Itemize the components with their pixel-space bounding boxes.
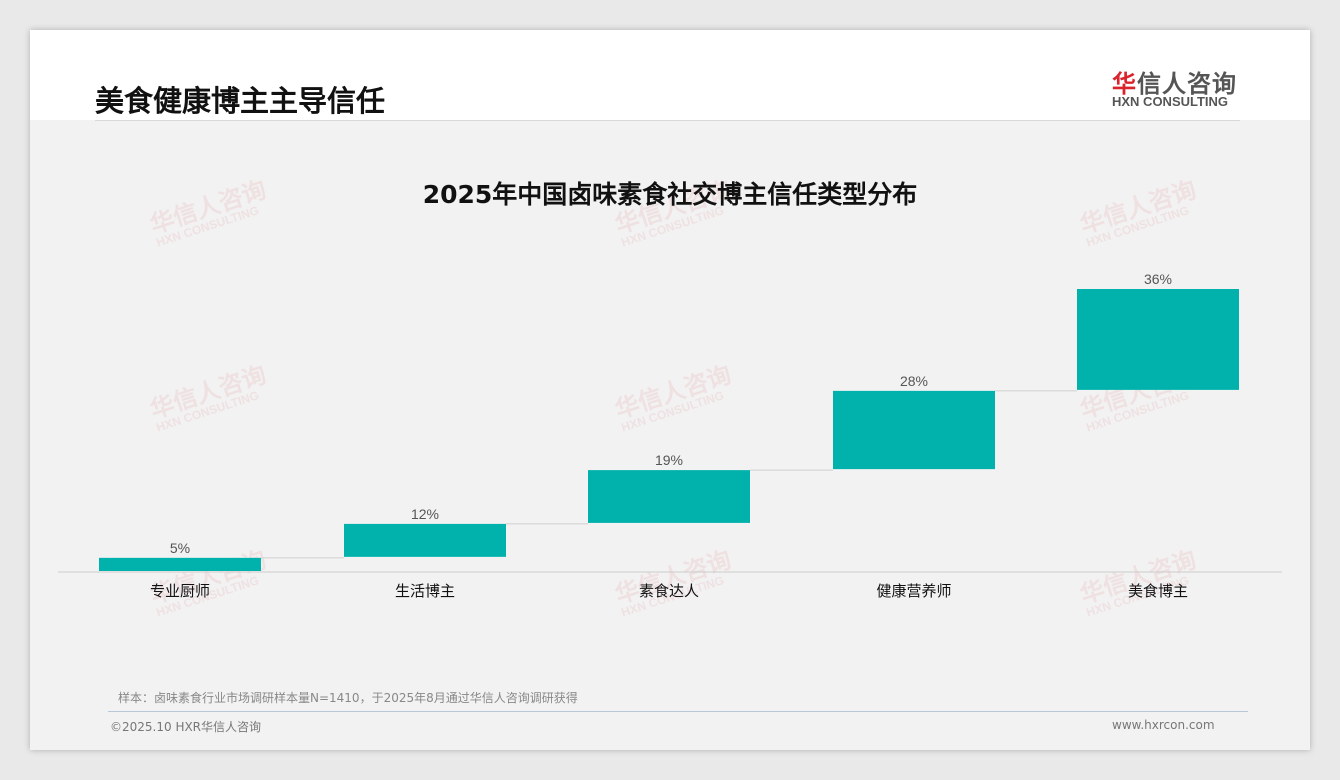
category-label: 专业厨师 (150, 582, 210, 600)
bar (344, 523, 506, 557)
category-label: 美食博主 (1128, 582, 1188, 600)
bar (833, 390, 995, 470)
website: www.hxrcon.com (1112, 718, 1215, 732)
data-label: 36% (1144, 271, 1172, 287)
chart-title: 2025年中国卤味素食社交博主信任类型分布 (422, 180, 918, 209)
bar (1077, 289, 1239, 390)
slide: 美食健康博主主导信任 华信人咨询 HXN CONSULTING (30, 30, 1310, 750)
data-label: 28% (900, 373, 928, 389)
logo: 华信人咨询 (1112, 70, 1237, 98)
data-label: 5% (170, 540, 190, 556)
copyright: ©2025.10 HXR华信人咨询 (110, 720, 262, 734)
category-label: 生活博主 (395, 582, 455, 600)
divider (95, 120, 1240, 121)
data-label: 12% (411, 506, 439, 522)
data-label: 19% (655, 452, 683, 468)
header (30, 30, 1310, 120)
sample-note: 样本：卤味素食行业市场调研样本量N=1410，于2025年8月通过华信人咨询调研… (118, 691, 578, 705)
bar (99, 557, 261, 571)
bar (588, 470, 750, 523)
logo-en: HXN CONSULTING (1112, 94, 1229, 109)
page-title: 美食健康博主主导信任 (95, 84, 386, 118)
category-label: 健康营养师 (876, 582, 951, 600)
footer-divider (108, 711, 1248, 712)
category-label: 素食达人 (639, 582, 699, 600)
